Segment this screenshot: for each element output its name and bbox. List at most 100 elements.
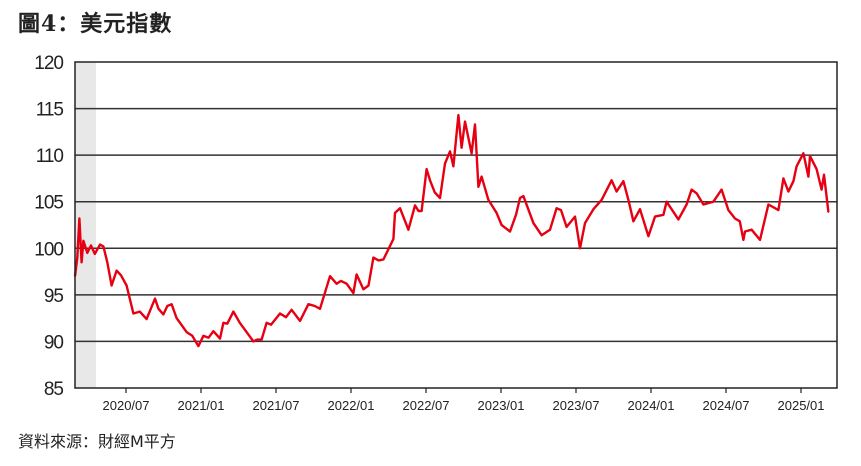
data-point (185, 331, 188, 334)
data-point (392, 238, 395, 240)
data-point (170, 303, 173, 306)
data-point (99, 243, 101, 246)
y-tick-label: 90 (44, 332, 64, 353)
x-tick-label: 2024/01 (628, 398, 675, 413)
data-point (417, 210, 420, 212)
x-tick-label: 2025/01 (778, 398, 825, 413)
data-point (433, 191, 436, 194)
x-tick-label: 2024/07 (703, 398, 750, 413)
data-point (487, 198, 490, 201)
data-point (449, 150, 451, 153)
data-point (802, 152, 805, 155)
data-point (345, 282, 348, 285)
data-point (639, 208, 641, 211)
data-point (145, 318, 148, 320)
data-point (574, 215, 576, 218)
data-point (474, 123, 476, 126)
data-point (720, 188, 723, 191)
data-point (509, 230, 511, 233)
data-point (777, 209, 780, 211)
data-point (579, 247, 581, 250)
data-point (695, 192, 698, 195)
data-point (540, 234, 543, 237)
y-tick-label: 115 (36, 100, 64, 121)
data-point (555, 207, 558, 210)
data-point (372, 256, 375, 259)
data-point (742, 239, 745, 241)
data-point (444, 162, 446, 165)
data-point (429, 179, 431, 182)
data-point (457, 114, 460, 116)
data-point (252, 340, 255, 343)
data-point (677, 218, 680, 221)
data-point (600, 198, 603, 201)
data-point (90, 244, 92, 247)
data-point (532, 222, 535, 225)
data-point (750, 228, 753, 231)
data-point (352, 292, 355, 294)
data-point (232, 310, 235, 313)
data-point (452, 165, 455, 168)
data-point (425, 168, 428, 171)
data-point (820, 188, 823, 191)
chart-title: 圖4：美元指數 (18, 11, 173, 37)
data-point (265, 321, 268, 324)
data-point (76, 256, 79, 259)
data-point (260, 338, 263, 341)
data-point (222, 321, 225, 324)
x-tick-label: 2023/01 (478, 398, 525, 413)
data-point (712, 200, 715, 203)
data-point (335, 282, 338, 285)
data-point (807, 175, 810, 178)
data-point (154, 297, 156, 300)
recession-shading (74, 62, 96, 388)
data-point (795, 165, 798, 168)
data-point (238, 321, 241, 324)
data-point (93, 252, 96, 255)
data-point (823, 173, 825, 176)
data-point (767, 203, 770, 206)
data-point (615, 190, 618, 193)
data-point (162, 313, 165, 316)
data-point (759, 239, 761, 241)
data-point (219, 337, 221, 340)
data-point (340, 279, 342, 282)
data-point (367, 284, 370, 287)
data-point (197, 345, 200, 347)
y-tick-label: 85 (44, 379, 64, 400)
data-point (665, 200, 668, 203)
data-point (560, 209, 562, 211)
data-point (285, 316, 287, 319)
y-tick-label: 100 (34, 239, 63, 260)
data-point (480, 175, 483, 178)
data-point (734, 217, 736, 220)
data-point (132, 312, 135, 315)
data-point (319, 307, 321, 310)
plot-frame (74, 61, 838, 389)
data-point (627, 198, 630, 201)
data-point (245, 331, 248, 334)
data-point (226, 322, 229, 325)
data-point (307, 303, 310, 306)
data-point (632, 220, 635, 223)
data-point (515, 213, 517, 216)
data-point (82, 239, 85, 242)
y-tick-label: 95 (44, 286, 64, 307)
data-point (654, 215, 656, 218)
data-point (460, 146, 463, 149)
data-point (202, 334, 205, 337)
data-point (86, 252, 89, 254)
data-point (157, 307, 160, 310)
data-point (522, 195, 525, 198)
data-point (399, 207, 401, 210)
data-point (622, 180, 625, 183)
data-point (549, 228, 551, 231)
data-point (809, 155, 811, 157)
data-point (166, 305, 169, 307)
y-tick-label: 110 (36, 146, 64, 167)
data-point (120, 274, 122, 277)
data-point (138, 310, 141, 313)
x-tick-label: 2022/01 (328, 398, 375, 413)
data-point (792, 180, 795, 183)
data-point (738, 220, 741, 223)
